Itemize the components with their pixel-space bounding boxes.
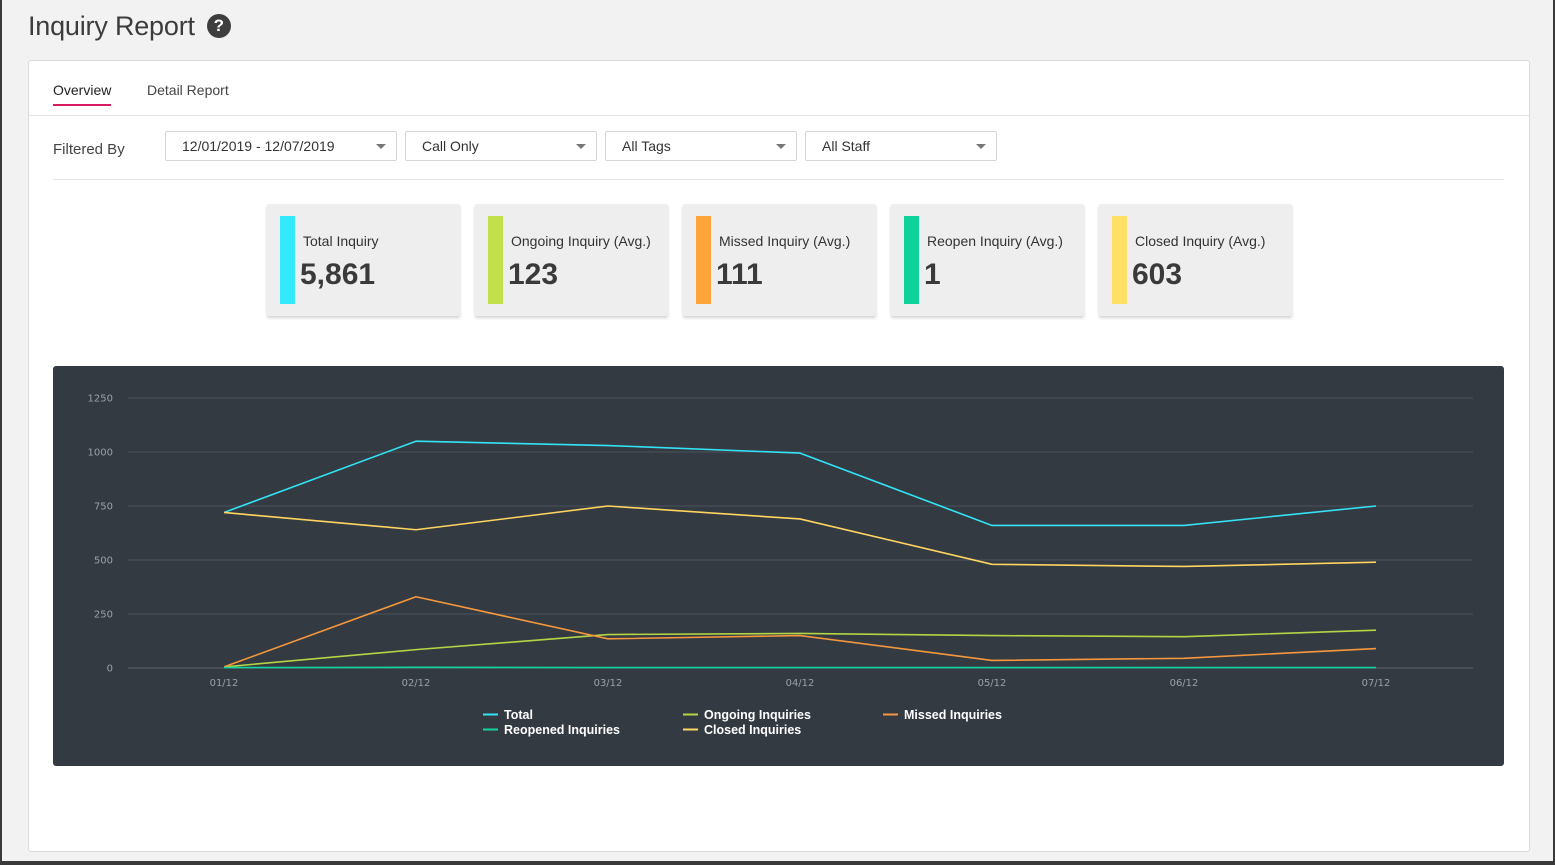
y-tick-label: 750 (94, 502, 113, 513)
legend-label: Total (504, 708, 533, 722)
staff-value: All Staff (822, 138, 870, 154)
x-tick-label: 01/12 (210, 678, 239, 689)
x-tick-label: 03/12 (594, 678, 623, 689)
filter-label: Filtered By (53, 141, 125, 158)
series-line-ongoing-inquiries (223, 629, 1377, 668)
legend-label: Ongoing Inquiries (704, 708, 811, 722)
stat-card-reopen: Reopen Inquiry (Avg.) 1 (891, 204, 1084, 316)
page-title: Inquiry Report (28, 10, 195, 41)
chevron-down-icon (976, 144, 986, 149)
stat-color-bar (280, 216, 295, 304)
x-tick-label: 05/12 (978, 678, 1007, 689)
series-line-total (223, 440, 1377, 527)
tab-overview[interactable]: Overview (53, 82, 112, 106)
tags-select[interactable]: All Tags (605, 131, 797, 161)
type-select[interactable]: Call Only (405, 131, 597, 161)
x-tick-label: 07/12 (1362, 678, 1391, 689)
stat-value: 123 (508, 258, 559, 291)
tab-bar: Overview Detail Report (29, 61, 1529, 116)
stat-label: Reopen Inquiry (Avg.) (927, 233, 1063, 249)
stat-label: Closed Inquiry (Avg.) (1135, 233, 1266, 249)
filter-bar: Filtered By 12/01/2019 - 12/07/2019 Call… (53, 131, 1504, 180)
y-tick-label: 500 (94, 556, 113, 567)
stat-color-bar (1112, 216, 1127, 304)
type-value: Call Only (422, 138, 479, 154)
report-card: Overview Detail Report Filtered By 12/01… (28, 60, 1530, 852)
y-tick-label: 1250 (88, 394, 113, 405)
legend-label: Missed Inquiries (904, 708, 1002, 722)
inquiry-line-chart: 0 250 500 750 1000 1250 01/12 02/12 03/12 04/12 05… (53, 366, 1504, 766)
x-tick-label: 02/12 (402, 678, 431, 689)
stat-value: 5,861 (300, 258, 376, 291)
series-line-missed-inquiries (223, 595, 1377, 668)
tab-detail-report[interactable]: Detail Report (147, 82, 229, 98)
stat-value: 1 (924, 258, 941, 291)
stat-value: 111 (716, 258, 763, 291)
date-range-value: 12/01/2019 - 12/07/2019 (182, 138, 335, 154)
stat-color-bar (488, 216, 503, 304)
stat-color-bar (696, 216, 711, 304)
y-tick-label: 250 (94, 610, 113, 621)
stat-card-missed: Missed Inquiry (Avg.) 111 (683, 204, 876, 316)
x-tick-label: 06/12 (1170, 678, 1199, 689)
stat-value: 603 (1132, 258, 1183, 291)
stat-label: Ongoing Inquiry (Avg.) (511, 233, 651, 249)
page-header: Inquiry Report ? (28, 8, 231, 44)
series-line-closed-inquiries (223, 505, 1377, 568)
stat-card-ongoing: Ongoing Inquiry (Avg.) 123 (475, 204, 668, 316)
chevron-down-icon (776, 144, 786, 149)
staff-select[interactable]: All Staff (805, 131, 997, 161)
y-tick-label: 1000 (88, 448, 113, 459)
date-range-select[interactable]: 12/01/2019 - 12/07/2019 (165, 131, 397, 161)
chevron-down-icon (376, 144, 386, 149)
stat-label: Missed Inquiry (Avg.) (719, 233, 851, 249)
y-tick-label: 0 (107, 664, 113, 675)
legend-label: Closed Inquiries (704, 723, 801, 737)
x-tick-label: 04/12 (786, 678, 815, 689)
tags-value: All Tags (622, 138, 671, 154)
stat-card-closed: Closed Inquiry (Avg.) 603 (1099, 204, 1292, 316)
chart-svg: 0 250 500 750 1000 1250 01/12 02/12 03/12 04/12 05… (88, 394, 1473, 737)
legend-label: Reopened Inquiries (504, 723, 620, 737)
question-circle-icon[interactable]: ? (206, 14, 231, 38)
chevron-down-icon (576, 144, 586, 149)
stat-label: Total Inquiry (303, 233, 379, 249)
stat-color-bar (904, 216, 919, 304)
stat-card-total: Total Inquiry 5,861 (267, 204, 460, 316)
